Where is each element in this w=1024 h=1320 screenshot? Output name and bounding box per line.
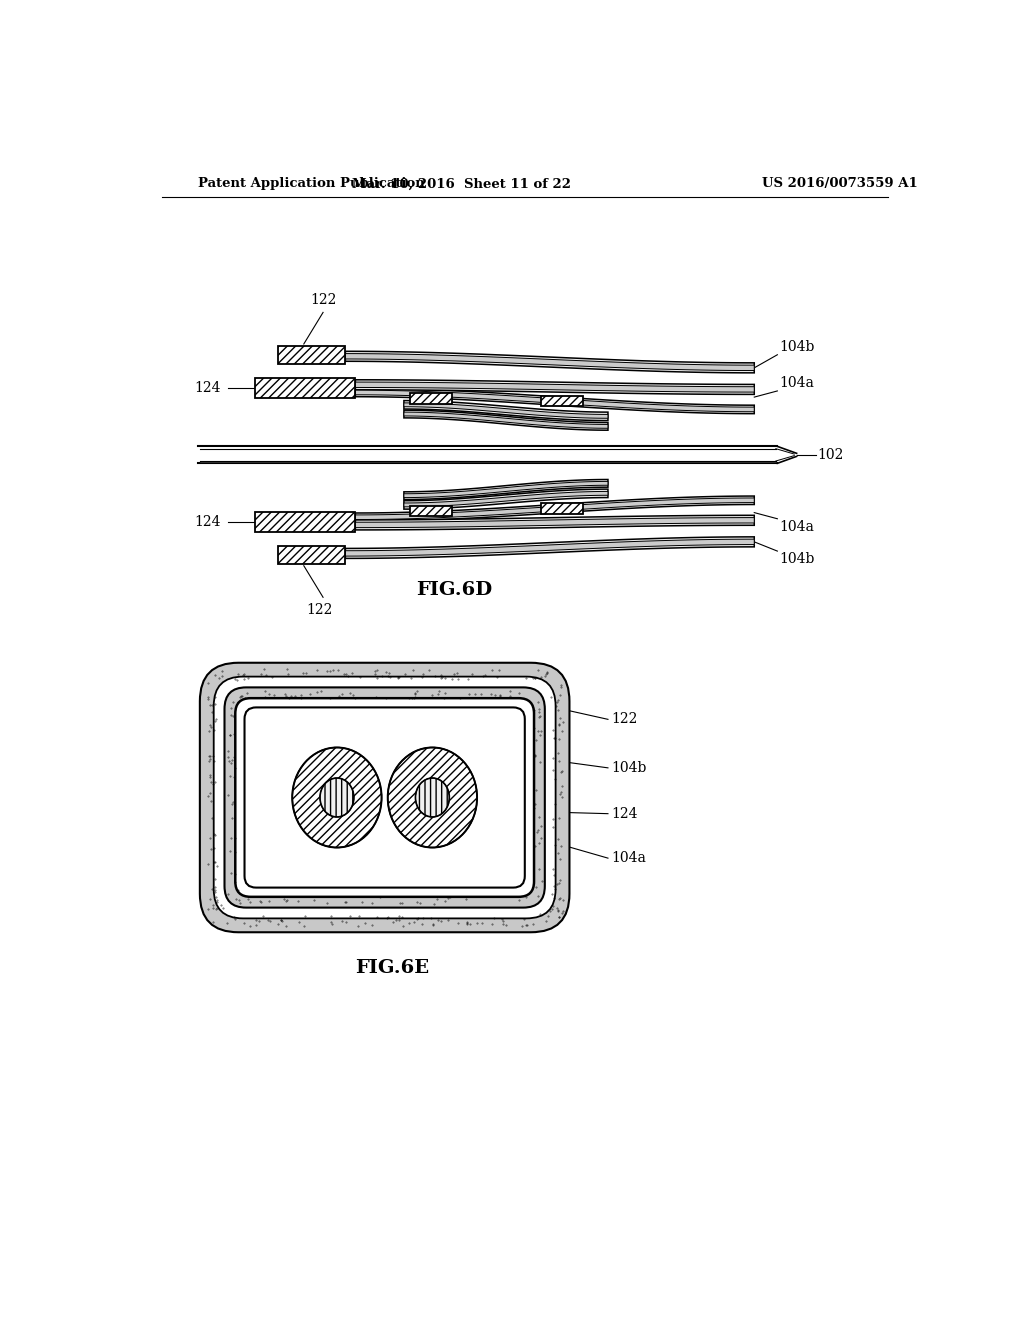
Text: 104a: 104a	[779, 520, 814, 533]
Polygon shape	[403, 400, 608, 421]
Polygon shape	[403, 411, 608, 430]
Text: 104b: 104b	[611, 760, 647, 775]
Polygon shape	[403, 490, 608, 510]
Polygon shape	[355, 391, 755, 412]
Text: 122: 122	[611, 713, 638, 726]
Polygon shape	[403, 412, 608, 428]
Text: 104a: 104a	[779, 376, 814, 391]
FancyBboxPatch shape	[214, 677, 556, 919]
FancyBboxPatch shape	[541, 503, 583, 515]
Text: 122: 122	[310, 293, 336, 308]
FancyBboxPatch shape	[236, 698, 535, 896]
FancyBboxPatch shape	[278, 346, 345, 364]
Polygon shape	[403, 479, 608, 499]
Polygon shape	[345, 351, 755, 372]
Text: 124: 124	[195, 515, 220, 529]
FancyBboxPatch shape	[255, 512, 355, 532]
Polygon shape	[355, 381, 755, 392]
Polygon shape	[355, 496, 755, 521]
Text: 124: 124	[195, 381, 220, 395]
Polygon shape	[345, 354, 755, 371]
Text: Mar. 10, 2016  Sheet 11 of 22: Mar. 10, 2016 Sheet 11 of 22	[352, 177, 571, 190]
FancyBboxPatch shape	[278, 545, 345, 564]
Polygon shape	[345, 539, 755, 556]
Text: 104b: 104b	[779, 552, 815, 566]
FancyBboxPatch shape	[224, 688, 545, 908]
Ellipse shape	[319, 777, 354, 817]
Polygon shape	[403, 482, 608, 498]
Text: FIG.6D: FIG.6D	[416, 581, 493, 598]
Ellipse shape	[416, 777, 450, 817]
Polygon shape	[355, 388, 755, 413]
Text: Patent Application Publication: Patent Application Publication	[199, 177, 425, 190]
Text: FIG.6E: FIG.6E	[355, 960, 429, 977]
Text: 104b: 104b	[779, 341, 815, 354]
Text: 104a: 104a	[611, 851, 647, 865]
FancyBboxPatch shape	[200, 663, 569, 932]
FancyBboxPatch shape	[410, 393, 452, 404]
Text: 102: 102	[817, 447, 844, 462]
Ellipse shape	[388, 747, 477, 847]
Polygon shape	[355, 380, 755, 395]
FancyBboxPatch shape	[541, 396, 583, 407]
FancyBboxPatch shape	[255, 378, 355, 397]
Polygon shape	[403, 403, 608, 418]
Text: US 2016/0073559 A1: US 2016/0073559 A1	[762, 177, 918, 190]
FancyBboxPatch shape	[245, 708, 524, 887]
Ellipse shape	[292, 747, 382, 847]
Polygon shape	[355, 517, 755, 528]
Text: 122: 122	[306, 603, 333, 616]
FancyBboxPatch shape	[410, 506, 452, 516]
Polygon shape	[355, 515, 755, 529]
Polygon shape	[345, 537, 755, 558]
Polygon shape	[403, 491, 608, 507]
Text: 124: 124	[611, 807, 638, 821]
Polygon shape	[355, 498, 755, 520]
